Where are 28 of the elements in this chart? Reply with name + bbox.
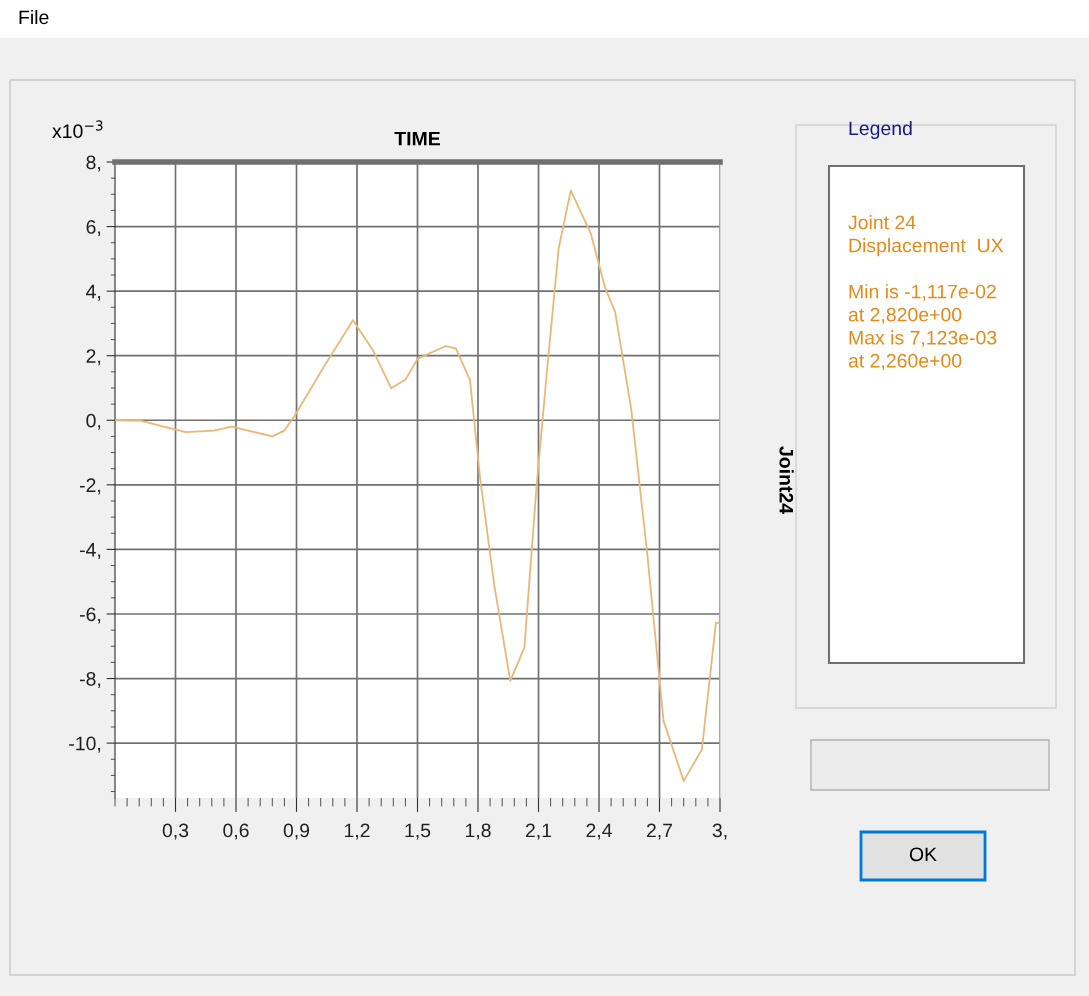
legend-title: Legend	[849, 120, 912, 140]
y-tick-label: 8,	[86, 155, 101, 172]
x-tick-label: 0,3	[162, 823, 189, 840]
y-tick-label: 4,	[86, 284, 101, 301]
y-tick-label: -4,	[79, 543, 101, 559]
y-tick-label: -6,	[79, 607, 101, 624]
x-tick-label: 0,9	[283, 823, 310, 840]
y-axis-title: Joint24	[779, 446, 794, 514]
y-tick-label: -10,	[69, 736, 101, 753]
text: Joint 24 Displacement UX Min is -1,117e-02 at 2,820e+00 Max is 7,123e-03 at 2,260e+00	[848, 215, 1004, 370]
x-tick-label: 2,4	[586, 823, 612, 840]
x-tick-label: 3,	[712, 823, 727, 840]
y-tick-label: 2,	[86, 349, 101, 366]
x-tick-label: 1,8	[465, 823, 491, 840]
x-tick-label: 1,2	[344, 823, 370, 840]
x-tick-label: 2,7	[646, 823, 673, 840]
y-tick-label: -2,	[79, 478, 101, 495]
x-tick-label: 0,6	[223, 823, 249, 840]
text: OK	[909, 847, 937, 862]
y-tick-label: 6,	[86, 220, 101, 237]
text: x10$^{−3}$	[52, 120, 103, 139]
text: File	[19, 9, 49, 25]
y-tick-label: 0,	[86, 413, 101, 430]
line-series	[115, 189, 720, 782]
chart-title: TIME	[394, 131, 440, 146]
y-tick-label: -8,	[79, 672, 101, 689]
x-tick-label: 1,5	[405, 823, 431, 840]
x-tick-label: 2,1	[525, 823, 552, 840]
